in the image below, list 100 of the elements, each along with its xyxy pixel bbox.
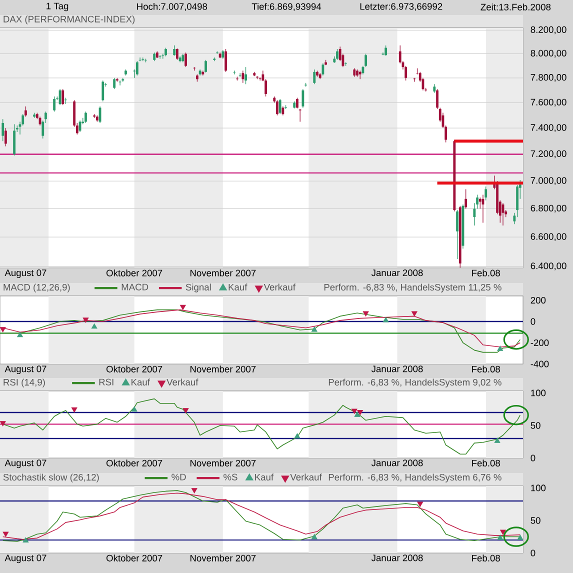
x-tick-label: November 2007 [190,366,256,372]
chart-title: RSI (14,9) [4,378,45,388]
legend-label: Verkauf [166,378,198,386]
point [494,438,500,443]
point [91,323,98,329]
y-tick-label: 7.400,00 [530,124,566,132]
y-tick-label: 200 [530,296,546,304]
point [131,406,138,412]
candlestick [4,128,7,147]
candlestick [176,48,178,60]
x-tick-label: Oktober 2007 [106,554,162,562]
x-tick-label: Feb.08 [472,366,500,372]
text: Letzter:6.973,66992 [360,3,442,11]
candlestick [136,60,138,76]
y-tick-label: 8.200,00 [530,26,566,34]
chart-subtitle: Perform. -6,83 %, HandelsSystem 6,76 % [328,474,502,482]
y-tick-label: 100 [531,484,546,492]
candlestick [204,60,207,73]
point [503,526,529,547]
x-tick-label: Oktober 2007 [106,270,162,276]
candlestick [224,48,227,72]
candlestick [336,48,338,60]
candlestick [313,69,316,85]
point [417,502,424,507]
point [382,317,389,322]
candlestick [173,45,176,56]
point [351,408,358,414]
y-tick-label: 100 [531,390,546,396]
y-tick-label: 7.800,00 [530,74,566,82]
x-tick-label: August 07 [4,270,46,278]
candlestick [384,45,388,56]
x-tick-label: Januar 2008 [371,554,423,562]
legend-label: Kauf [132,378,150,386]
legend-label: %D [172,474,186,480]
point [500,530,506,535]
candlestick [436,88,438,110]
x-tick-label: Feb.08 [472,270,500,276]
chart-subtitle: Perform. -6,83 %, HandelsSystem 11,25 % [324,284,502,292]
x-tick-label: November 2007 [190,554,256,562]
y-tick-label: 6.800,00 [530,204,566,213]
x-tick-label: Oktober 2007 [106,366,162,372]
point [82,318,89,323]
candlestick [84,111,87,124]
y-tick-label: 7.000,00 [530,177,566,185]
point [517,534,524,540]
text: Hoch:7.007,0498 [137,3,208,11]
point [0,421,6,426]
point [0,327,6,332]
candlestick [118,80,122,86]
chart-title: DAX (PERFORMANCE-INDEX) [4,16,135,24]
candlestick [484,186,488,201]
text: Zeit:13.Feb.2008 [480,4,551,10]
point [311,326,318,332]
candlestick [2,118,4,142]
y-tick-label: 6.400,00 [530,262,566,270]
point [2,532,9,537]
y-tick-label: 50 [530,517,540,524]
point [17,332,23,338]
chart-title: Stochastik slow (26,12) [3,474,99,482]
x-tick-label: August 07 [4,460,46,468]
candlestick [456,210,458,260]
legend-label: %S [224,474,238,480]
legend-label: Verkauf [264,284,296,290]
chart-title: MACD (12,26,9) [4,284,70,292]
point [180,304,186,310]
x-tick-label: November 2007 [190,460,256,466]
chart-subtitle: Perform. -6,83 %, HandelsSystem 9,02 % [328,378,502,388]
x-tick-label: Januar 2008 [371,270,423,276]
point [357,410,364,416]
y-tick-label: 0 [530,550,536,556]
candlestick [296,97,298,109]
x-tick-label: August 07 [4,554,46,564]
text: Tief:6.869,93994 [252,3,322,11]
candlestick [244,66,247,85]
point [362,311,369,316]
y-tick-label: -400 [530,360,549,368]
point [411,311,418,316]
legend-label: Kauf [255,474,274,480]
point [71,407,78,413]
candlestick [298,108,302,122]
candlestick [242,70,244,84]
y-tick-label: 7.200,00 [530,150,566,158]
candlestick [364,53,368,68]
candlestick [24,106,27,117]
legend-label: Signal [186,284,211,292]
legend-label: Kauf [228,284,248,290]
candlestick [302,88,304,108]
candlestick [13,124,16,156]
text: 1 Tag [46,2,68,12]
y-tick-label: 6.600,00 [530,233,566,241]
candlestick [102,80,104,102]
candlestick [62,88,64,106]
candlestick [113,78,116,90]
candlestick [276,100,278,116]
y-tick-label: 50 [530,422,540,429]
x-tick-label: November 2007 [190,270,256,276]
x-tick-label: Januar 2008 [371,366,423,372]
y-tick-label: -200 [530,339,549,346]
candlestick [464,188,468,209]
candlestick [53,96,56,112]
